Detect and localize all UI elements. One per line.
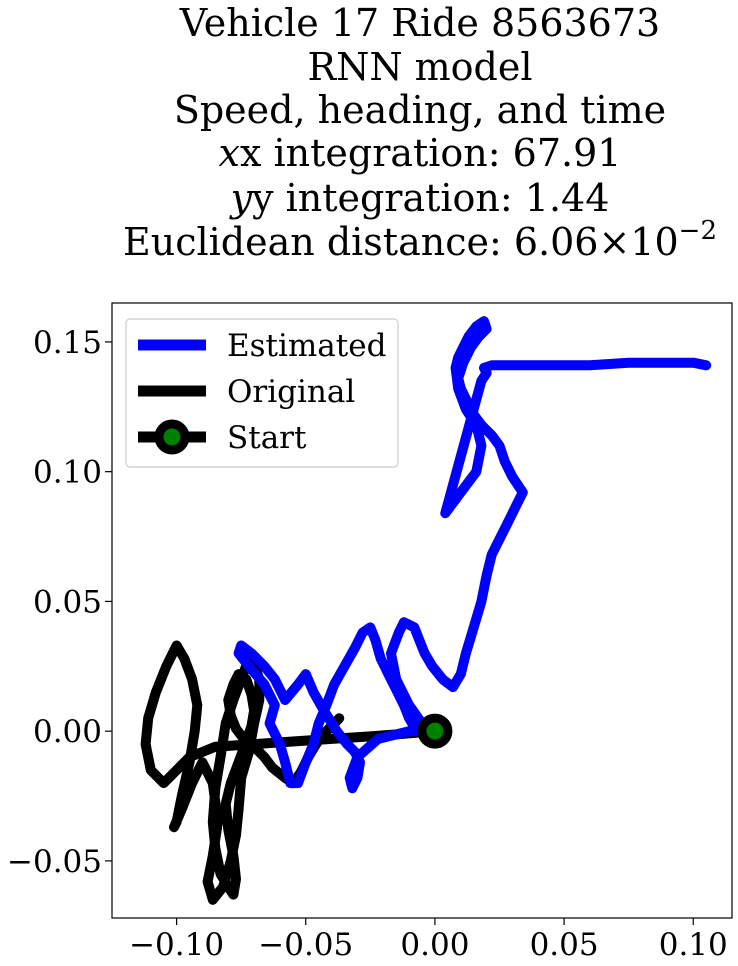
- title-line-3: Speed, heading, and time: [174, 88, 666, 132]
- series-layer: [140, 316, 712, 905]
- y-tick-label: 0.00: [33, 714, 102, 750]
- euclidean-times: ×10: [598, 220, 678, 264]
- title-line-euclidean: Euclidean distance: 6.06×10−2: [123, 216, 717, 264]
- euclidean-label: Euclidean distance:: [123, 220, 514, 264]
- series-line-estimated: [233, 316, 712, 794]
- title-line-2: RNN model: [307, 45, 532, 89]
- y-tick-label: 0.15: [33, 325, 102, 361]
- y-tick-label: −0.05: [7, 844, 102, 880]
- start-marker-layer: [417, 713, 453, 749]
- x-axis: −0.10 −0.05 0.00 0.05 0.10: [129, 918, 728, 963]
- start-point-marker: [417, 713, 453, 749]
- plot-area: −0.10 −0.05 0.00 0.05 0.10 −0.05 0.00 0.05 0.10…: [7, 302, 733, 963]
- legend: Estimated Original Start: [125, 318, 399, 468]
- title-line-1: Vehicle 17 Ride 8563673: [179, 1, 660, 45]
- y-tick-label: 0.10: [33, 455, 102, 491]
- x-tick-label: −0.05: [258, 927, 353, 963]
- legend-swatch-start-marker: [154, 419, 190, 455]
- euclidean-exponent: −2: [679, 216, 717, 246]
- title-line-x-integration: xx integration: 67.91: [219, 131, 622, 175]
- chart-title: Vehicle 17 Ride 8563673 RNN model Speed,…: [123, 1, 717, 264]
- x-tick-label: 0.00: [400, 927, 469, 963]
- x-integration-label: x integration:: [240, 131, 513, 175]
- title-line-y-integration: yy integration: 1.44: [229, 176, 610, 220]
- x-tick-label: 0.05: [530, 927, 599, 963]
- legend-label-original: Original: [227, 374, 355, 410]
- plot-frame: [111, 302, 733, 919]
- x-integration-value: 67.91: [513, 131, 622, 175]
- y-integration-label: y integration:: [251, 176, 525, 220]
- y-tick-label: 0.05: [33, 584, 102, 620]
- x-tick-label: −0.10: [129, 927, 224, 963]
- legend-label-start: Start: [227, 420, 307, 456]
- x-tick-label: 0.10: [659, 927, 728, 963]
- y-integration-value: 1.44: [525, 176, 610, 220]
- legend-box: [125, 318, 399, 468]
- y-axis: −0.05 0.00 0.05 0.10 0.15: [7, 325, 112, 880]
- legend-label-estimated: Estimated: [227, 328, 386, 364]
- euclidean-mantissa: 6.06: [514, 220, 599, 264]
